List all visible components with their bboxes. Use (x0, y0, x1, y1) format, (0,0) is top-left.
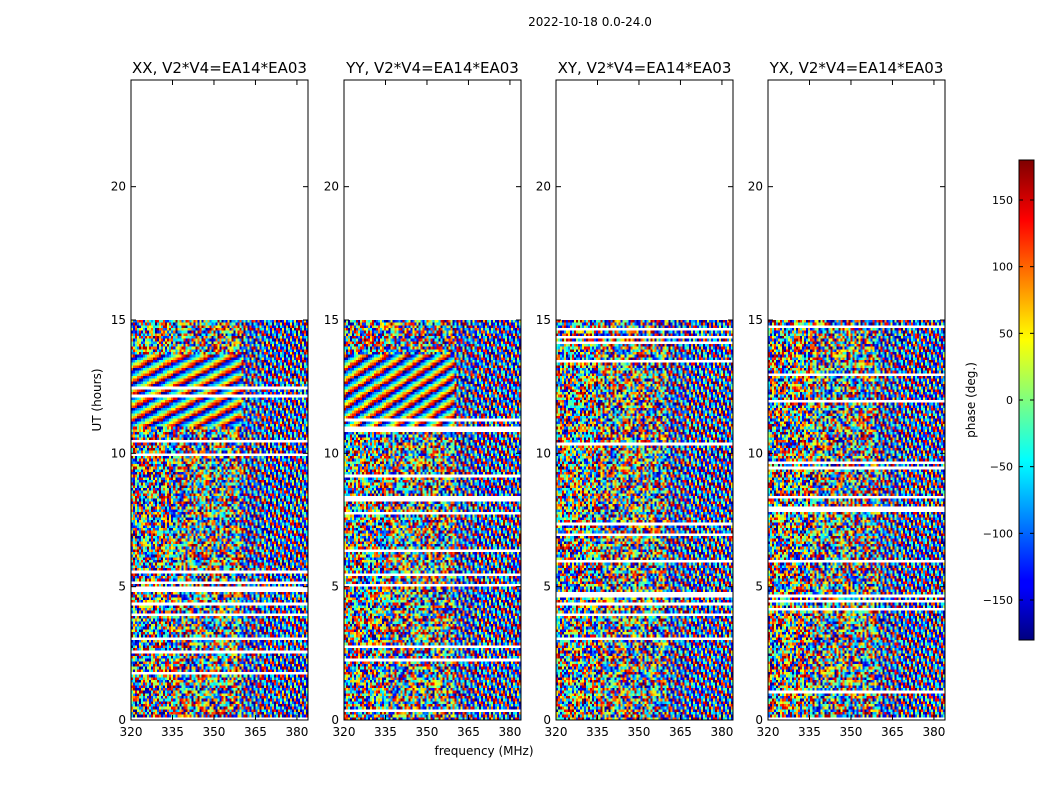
x-tick-label: 335 (586, 725, 609, 739)
colorbar-label: phase (deg.) (964, 362, 978, 438)
plot-frame (555, 79, 734, 721)
y-tick-label: 0 (543, 713, 551, 727)
panel-yx: YX, V2*V4=EA14*EA03 320 335 350 365 380 0 5 10 15… (748, 59, 946, 739)
x-tick-label: 365 (457, 725, 480, 739)
y-tick-label: 15 (324, 313, 339, 327)
y-tick-label: 5 (118, 580, 126, 594)
panel-title: YY, V2*V4=EA14*EA03 (345, 59, 519, 77)
x-tick-label: 335 (374, 725, 397, 739)
x-axis-label: frequency (MHz) (434, 744, 533, 758)
x-tick-label: 335 (798, 725, 821, 739)
colorbar-tick-label: 150 (992, 194, 1013, 207)
colorbar: −150 −100 −50 0 50 100 150 phase (deg.) (964, 159, 1035, 641)
colorbar-ticks: −150 −100 −50 0 50 100 150 (983, 194, 1034, 607)
x-tick-label: 350 (416, 725, 439, 739)
colorbar-tick-label: 0 (1006, 394, 1013, 407)
x-tick-label: 380 (710, 725, 733, 739)
y-tick-label: 0 (331, 713, 339, 727)
colorbar-tick-label: −150 (983, 594, 1013, 607)
phase-heatmap-xx (131, 320, 308, 720)
y-tick-label: 5 (331, 580, 339, 594)
y-tick-label: 10 (536, 446, 551, 460)
panels: XX, V2*V4=EA14*EA03 320 335 350 365 380 0 5 10 15… (111, 59, 946, 739)
colorbar-tick-label: −50 (990, 461, 1013, 474)
y-tick-label: 20 (748, 180, 763, 194)
y-tick-label: 0 (118, 713, 126, 727)
x-tick-label: 350 (203, 725, 226, 739)
colorbar-tick-label: 100 (992, 261, 1013, 274)
y-tick-label: 20 (111, 180, 126, 194)
panel-xy: XY, V2*V4=EA14*EA03 320 335 350 365 380 0 5 10 15… (536, 59, 734, 739)
plot-frame (767, 79, 946, 721)
panel-title: XX, V2*V4=EA14*EA03 (132, 59, 307, 77)
y-axis-label: UT (hours) (90, 368, 104, 431)
y-tick-label: 5 (543, 580, 551, 594)
x-tick-label: 320 (545, 725, 568, 739)
phase-heatmap-yx (768, 320, 945, 720)
panel-title: YX, V2*V4=EA14*EA03 (769, 59, 944, 77)
y-tick-label: 15 (536, 313, 551, 327)
y-tick-label: 20 (324, 180, 339, 194)
y-tick-label: 20 (536, 180, 551, 194)
phase-heatmap-xy (556, 320, 733, 720)
panel-title: XY, V2*V4=EA14*EA03 (558, 59, 732, 77)
colorbar-tick-label: 50 (999, 327, 1013, 340)
x-tick-label: 335 (161, 725, 184, 739)
figure-suptitle: 2022-10-18 0.0-24.0 (528, 15, 652, 29)
x-tick-label: 320 (757, 725, 780, 739)
x-tick-label: 365 (881, 725, 904, 739)
y-tick-label: 0 (755, 713, 763, 727)
y-tick-label: 10 (111, 446, 126, 460)
y-tick-label: 15 (748, 313, 763, 327)
y-tick-label: 5 (755, 580, 763, 594)
x-tick-label: 365 (244, 725, 267, 739)
plot-frame (343, 79, 522, 721)
colorbar-tick-label: −100 (983, 527, 1013, 540)
panel-yy: YY, V2*V4=EA14*EA03 320 335 350 365 380 0 5 10 15… (324, 59, 522, 739)
x-tick-label: 320 (120, 725, 143, 739)
x-tick-label: 380 (498, 725, 521, 739)
y-tick-label: 10 (324, 446, 339, 460)
y-tick-label: 10 (748, 446, 763, 460)
x-tick-label: 380 (922, 725, 945, 739)
y-tick-label: 15 (111, 313, 126, 327)
x-tick-label: 320 (333, 725, 356, 739)
x-tick-label: 350 (628, 725, 651, 739)
phase-heatmap-yy (344, 320, 521, 720)
x-tick-label: 380 (285, 725, 308, 739)
plot-frame (130, 79, 309, 721)
panel-xx: XX, V2*V4=EA14*EA03 320 335 350 365 380 0 5 10 15… (111, 59, 309, 739)
x-tick-label: 365 (669, 725, 692, 739)
x-tick-label: 350 (840, 725, 863, 739)
